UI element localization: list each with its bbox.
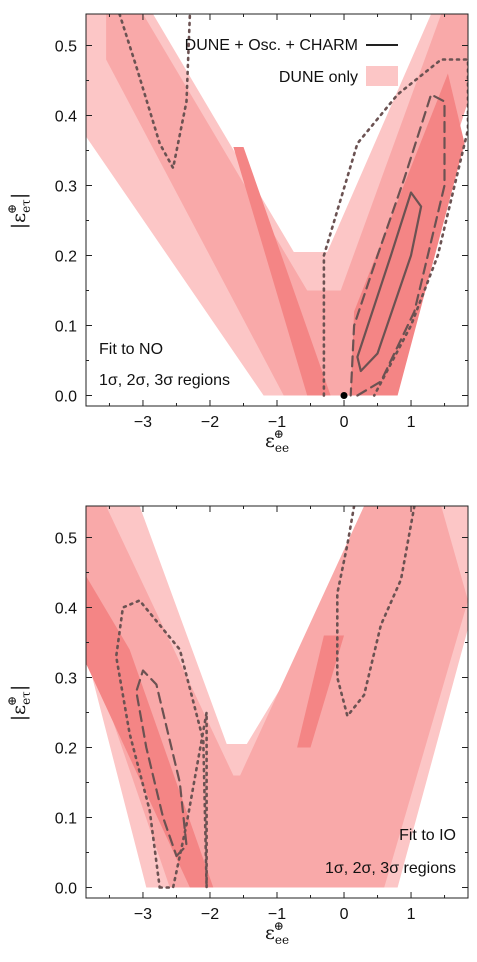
y-axis-label: |ε⊕eτ| <box>5 193 33 229</box>
contour-3sigma-dotted-2 <box>335 506 416 718</box>
y-tick-label: 0.2 <box>55 741 77 758</box>
x-axis-label: ε⊕ ee <box>265 919 289 947</box>
y-tick-label: 0.0 <box>55 389 77 406</box>
contour-1sigma-solid-0 <box>356 191 423 373</box>
x-tick-label: 1 <box>407 906 416 923</box>
x-tick-labels: −3 −2 −1 0 1 <box>134 906 416 923</box>
contour-lines <box>114 506 416 889</box>
x-tick-label: −2 <box>201 414 219 431</box>
best-fit-point <box>340 392 348 399</box>
y-tick-label: 0.3 <box>55 179 77 196</box>
annotation-fit: Fit to NO <box>99 341 163 358</box>
axis-ticks <box>86 14 468 406</box>
x-tick-label: −3 <box>134 906 152 923</box>
x-tick-label: 0 <box>340 906 349 923</box>
x-tick-label: 1 <box>407 414 416 431</box>
x-tick-label: −1 <box>268 414 286 431</box>
x-tick-label: −3 <box>134 414 152 431</box>
y-tick-label: 0.4 <box>55 109 77 126</box>
confidence-regions <box>86 14 468 396</box>
y-axis-label: |ε⊕eτ| <box>5 685 33 721</box>
panel-fit-no: 0.0 0.1 0.2 0.3 0.4 0.5 −3 −2 −1 0 1 DUNE + Osc. … <box>5 13 469 455</box>
legend-label-combined: DUNE + Osc. + CHARM <box>185 37 358 54</box>
region-1sigma-2 <box>233 147 331 396</box>
y-tick-label: 0.5 <box>55 531 77 548</box>
y-tick-labels: 0.0 0.1 0.2 0.3 0.4 0.5 <box>55 39 77 406</box>
x-tick-labels: −3 −2 −1 0 1 <box>134 414 416 431</box>
y-tick-labels: 0.0 0.1 0.2 0.3 0.4 0.5 <box>55 531 77 898</box>
y-tick-label: 0.2 <box>55 249 77 266</box>
annotation-regions: 1σ, 2σ, 3σ regions <box>325 860 456 877</box>
region-1sigma-3 <box>350 73 465 396</box>
y-tick-label: 0.5 <box>55 39 77 56</box>
legend: DUNE + Osc. + CHARM DUNE only <box>185 37 398 86</box>
legend-label-dune-only: DUNE only <box>279 69 358 86</box>
x-tick-label: −1 <box>268 906 286 923</box>
contour-2sigma-dashed-1 <box>349 93 446 397</box>
annotation-fit: Fit to IO <box>399 827 456 844</box>
contour-3sigma-dotted-2 <box>322 58 468 397</box>
panel-fit-io: 0.0 0.1 0.2 0.3 0.4 0.5 −3 −2 −1 0 1 Fit to IO 1σ… <box>5 505 469 947</box>
y-tick-label: 0.1 <box>55 811 77 828</box>
best-fit-marker <box>340 392 348 399</box>
contour-3sigma-dotted-3 <box>118 14 192 170</box>
y-tick-label: 0.0 <box>55 881 77 898</box>
contour-lines <box>118 14 468 397</box>
y-tick-label: 0.4 <box>55 601 77 618</box>
legend-patch-swatch <box>366 66 398 86</box>
contour-2sigma-dotted-1 <box>114 599 208 889</box>
axis-ticks <box>86 506 468 898</box>
y-tick-label: 0.1 <box>55 319 77 336</box>
y-tick-label: 0.3 <box>55 671 77 688</box>
x-axis-label: ε⊕ ee <box>265 427 289 455</box>
annotation-regions: 1σ, 2σ, 3σ regions <box>99 372 230 389</box>
contour-1sigma-dashed-0 <box>135 669 188 858</box>
region-1sigma-3 <box>297 635 344 748</box>
x-tick-label: −2 <box>201 906 219 923</box>
x-tick-label: 0 <box>340 414 349 431</box>
